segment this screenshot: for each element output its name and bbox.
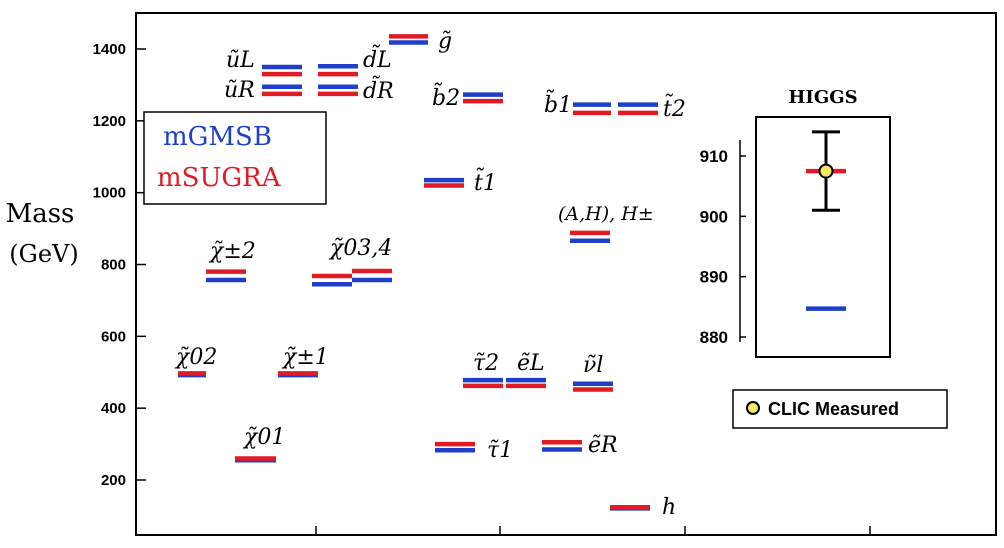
clic-measured-label: CLIC Measured	[768, 399, 899, 419]
y-tick-label: 800	[101, 257, 126, 274]
label-h: h	[662, 495, 676, 520]
label-t2: t̃2	[663, 92, 686, 122]
label-chi2pm: χ̃±2	[208, 239, 256, 264]
label-b1: b̃1	[544, 88, 572, 118]
y-tick-label: 1000	[93, 185, 126, 202]
clic-legend-box	[732, 389, 948, 429]
y-tick-label: 400	[101, 400, 126, 417]
label-b2: b̃2	[432, 81, 460, 111]
y-tick-label: 600	[101, 328, 126, 345]
label-nul: ν̃l	[583, 353, 603, 378]
higgs-title: HIGGS	[788, 87, 857, 108]
plot-frame	[135, 12, 997, 536]
legend-box	[143, 111, 327, 205]
label-AH: (A,H), H±	[558, 203, 654, 225]
label-chi1pm: χ̃±1	[281, 345, 329, 370]
higgs-y-tick-label: 880	[700, 328, 728, 347]
y-tick-label: 1200	[93, 113, 126, 130]
label-dR: d̃R	[363, 74, 394, 104]
label-eR: ẽR	[588, 433, 618, 458]
higgs-y-tick-label: 900	[700, 207, 728, 226]
label-dL: d̃L	[363, 43, 392, 73]
label-chi20: χ̃02	[174, 345, 217, 370]
mass-levels	[178, 34, 658, 511]
higgs-marks	[806, 130, 846, 311]
y-tick-label: 200	[101, 472, 126, 489]
higgs-y-tick-label: 910	[700, 147, 728, 166]
y-tick-label: 1400	[93, 41, 126, 58]
label-t1: t̃1	[474, 166, 497, 196]
legend-entry-mgmsb: mGMSB	[163, 122, 272, 152]
clic-measured-marker	[746, 401, 760, 415]
legend-entry-msugra: mSUGRA	[157, 163, 282, 193]
higgs-y-tick-label: 890	[700, 268, 728, 287]
label-tau2: τ̃2	[473, 351, 499, 376]
y-axis: 200 400 600 800 1000 1200 1400	[93, 41, 146, 489]
label-chi34: χ̃03,4	[328, 236, 392, 261]
particle-labels: g̃ ũL ũR d̃L d̃R b̃2 b̃1 t̃2 t̃1 (A,H), …	[174, 29, 686, 520]
label-gluino: g̃	[438, 29, 452, 54]
y-axis-label-line1: Mass	[6, 199, 75, 229]
measured-point	[818, 163, 834, 179]
label-chi10: χ̃01	[242, 425, 285, 450]
y-axis-label-line2: (GeV)	[9, 240, 78, 268]
higgs-frame	[755, 116, 891, 358]
label-uR: ũR	[224, 78, 255, 103]
higgs-y-ticks: 880 890 900 910	[700, 147, 746, 347]
label-eL: ẽL	[517, 351, 545, 376]
label-tau1: τ̃1	[487, 438, 513, 463]
label-uL: ũL	[226, 48, 255, 73]
